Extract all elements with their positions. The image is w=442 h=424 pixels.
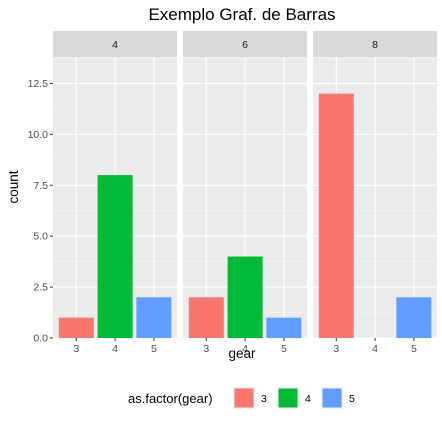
x-tick-label: 4 xyxy=(112,343,118,355)
facet-strip-label: 8 xyxy=(372,39,378,51)
bar xyxy=(97,175,133,338)
x-tick-label: 5 xyxy=(281,343,287,355)
facet-panel: 8 3 4 5 xyxy=(313,31,437,355)
facet-panels: 4 3 4 5 6 3 4 5 8 3 4 5 xyxy=(53,31,437,355)
facet-strip-label: 4 xyxy=(112,39,118,51)
facet-panel: 4 3 4 5 xyxy=(53,31,177,355)
y-axis-ticks xyxy=(50,82,53,339)
y-tick-label: 10.0 xyxy=(28,129,49,141)
bar xyxy=(136,297,172,338)
x-tick-label: 5 xyxy=(151,343,157,355)
legend-key xyxy=(322,388,342,408)
y-axis-tick-labels: 0.0 2.5 5.0 7.5 10.0 12.5 xyxy=(28,78,49,345)
x-tick-label: 3 xyxy=(73,343,79,355)
y-tick-label: 0.0 xyxy=(33,333,48,345)
facet-strip xyxy=(53,31,177,57)
chart-title: Exemplo Graf. de Barras xyxy=(148,5,335,24)
bar xyxy=(318,93,354,338)
x-tick-label: 3 xyxy=(333,343,339,355)
y-tick-label: 2.5 xyxy=(33,282,48,294)
legend-title: as.factor(gear) xyxy=(128,391,213,406)
legend-key xyxy=(234,388,254,408)
facet-strip xyxy=(183,31,307,57)
bar xyxy=(396,297,432,338)
y-tick-label: 7.5 xyxy=(33,180,48,192)
bar xyxy=(266,317,302,338)
x-tick-label: 5 xyxy=(411,343,417,355)
legend-items: 3 4 5 xyxy=(233,387,355,409)
x-tick-label: 3 xyxy=(203,343,209,355)
legend-label: 5 xyxy=(349,393,355,405)
y-tick-label: 12.5 xyxy=(28,78,49,90)
x-tick-label: 4 xyxy=(372,343,378,355)
bar xyxy=(227,256,263,338)
facet-strip-label: 6 xyxy=(242,39,248,51)
legend: as.factor(gear) 3 4 5 xyxy=(128,387,355,409)
facet-panel: 6 3 4 5 xyxy=(183,31,307,355)
y-tick-label: 5.0 xyxy=(33,231,48,243)
bar xyxy=(188,297,224,338)
legend-key xyxy=(278,388,298,408)
legend-label: 3 xyxy=(261,393,267,405)
bar xyxy=(58,317,94,338)
x-tick-label: 4 xyxy=(242,343,248,355)
facet-strip xyxy=(313,31,437,57)
legend-label: 4 xyxy=(305,393,311,405)
y-axis-title: count xyxy=(6,170,21,203)
x-axis-title: gear xyxy=(228,346,256,361)
